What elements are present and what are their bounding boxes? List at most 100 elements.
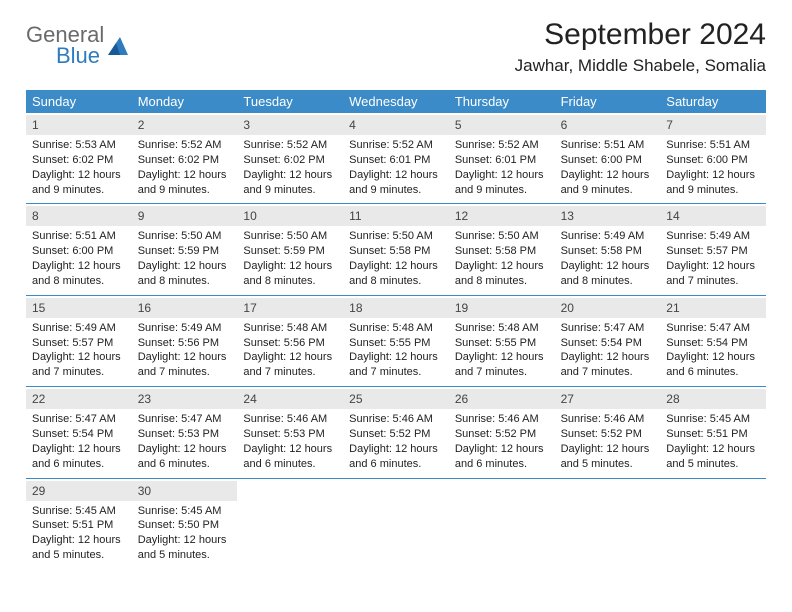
day-sunrise: Sunrise: 5:49 AM bbox=[666, 229, 760, 244]
day-number-bar: 3 bbox=[237, 115, 343, 135]
day-daylight2: and 6 minutes. bbox=[243, 457, 337, 472]
day-daylight2: and 6 minutes. bbox=[349, 457, 443, 472]
day-sunrise: Sunrise: 5:53 AM bbox=[32, 138, 126, 153]
day-cell: 1Sunrise: 5:53 AMSunset: 6:02 PMDaylight… bbox=[26, 113, 132, 203]
day-daylight2: and 8 minutes. bbox=[349, 274, 443, 289]
day-daylight1: Daylight: 12 hours bbox=[32, 259, 126, 274]
day-number-bar: 11 bbox=[343, 206, 449, 226]
day-number: 21 bbox=[666, 301, 679, 315]
day-daylight2: and 5 minutes. bbox=[138, 548, 232, 563]
day-cell: 25 Sunrise: 5:46 AMSunset: 5:52 PMDayligh… bbox=[343, 387, 449, 477]
day-sunrise: Sunrise: 5:48 AM bbox=[243, 321, 337, 336]
day-number: 19 bbox=[455, 301, 468, 315]
day-cell: 23Sunrise: 5:47 AMSunset: 5:53 PMDayligh… bbox=[132, 387, 238, 477]
day-number: 7 bbox=[666, 118, 673, 132]
day-number-bar: 25 bbox=[343, 389, 449, 409]
day-cell: 2Sunrise: 5:52 AMSunset: 6:02 PMDaylight… bbox=[132, 113, 238, 203]
day-daylight2: and 8 minutes. bbox=[243, 274, 337, 289]
day-number-bar: 12 bbox=[449, 206, 555, 226]
day-sunrise: Sunrise: 5:50 AM bbox=[455, 229, 549, 244]
day-number: 11 bbox=[349, 209, 361, 223]
day-daylight1: Daylight: 12 hours bbox=[138, 350, 232, 365]
day-cell: 29 Sunrise: 5:45 AMSunset: 5:51 PMDayligh… bbox=[26, 479, 132, 569]
day-daylight1: Daylight: 12 hours bbox=[666, 442, 760, 457]
day-number: 27 bbox=[561, 392, 574, 406]
day-daylight1: Daylight: 12 hours bbox=[32, 533, 126, 548]
day-sunset: Sunset: 6:01 PM bbox=[349, 153, 443, 168]
day-sunrise: Sunrise: 5:47 AM bbox=[666, 321, 760, 336]
day-number-bar: 20 bbox=[555, 298, 661, 318]
day-daylight2: and 7 minutes. bbox=[243, 365, 337, 380]
day-sunset: Sunset: 6:02 PM bbox=[138, 153, 232, 168]
day-number: 5 bbox=[455, 118, 462, 132]
day-sunset: Sunset: 5:52 PM bbox=[455, 427, 549, 442]
day-cell: 4Sunrise: 5:52 AMSunset: 6:01 PMDaylight… bbox=[343, 113, 449, 203]
day-sunset: Sunset: 5:52 PM bbox=[349, 427, 443, 442]
day-number: 9 bbox=[138, 209, 145, 223]
weekday-header: Thursday bbox=[449, 90, 555, 113]
day-sunrise: Sunrise: 5:45 AM bbox=[32, 504, 126, 519]
day-sunrise: Sunrise: 5:48 AM bbox=[349, 321, 443, 336]
day-sunrise: Sunrise: 5:47 AM bbox=[561, 321, 655, 336]
day-cell-empty bbox=[555, 479, 661, 569]
day-daylight1: Daylight: 12 hours bbox=[243, 168, 337, 183]
day-cell: 28Sunrise: 5:45 AMSunset: 5:51 PMDayligh… bbox=[660, 387, 766, 477]
day-daylight1: Daylight: 12 hours bbox=[561, 442, 655, 457]
day-cell: 14Sunrise: 5:49 AMSunset: 5:57 PMDayligh… bbox=[660, 204, 766, 294]
day-number-bar: 21 bbox=[660, 298, 766, 318]
day-daylight2: and 8 minutes. bbox=[455, 274, 549, 289]
day-cell: 24Sunrise: 5:46 AMSunset: 5:53 PMDayligh… bbox=[237, 387, 343, 477]
day-sunrise: Sunrise: 5:49 AM bbox=[561, 229, 655, 244]
logo: General Blue bbox=[26, 18, 132, 67]
day-sunrise: Sunrise: 5:49 AM bbox=[32, 321, 126, 336]
day-cell: 30Sunrise: 5:45 AMSunset: 5:50 PMDayligh… bbox=[132, 479, 238, 569]
day-sunset: Sunset: 5:51 PM bbox=[32, 518, 126, 533]
day-daylight1: Daylight: 12 hours bbox=[32, 168, 126, 183]
day-daylight1: Daylight: 12 hours bbox=[349, 350, 443, 365]
day-sunset: Sunset: 6:01 PM bbox=[455, 153, 549, 168]
day-daylight2: and 5 minutes. bbox=[561, 457, 655, 472]
day-number: 26 bbox=[455, 392, 468, 406]
day-daylight1: Daylight: 12 hours bbox=[138, 168, 232, 183]
day-daylight1: Daylight: 12 hours bbox=[561, 350, 655, 365]
day-daylight2: and 7 minutes. bbox=[455, 365, 549, 380]
day-daylight2: and 7 minutes. bbox=[349, 365, 443, 380]
day-cell: 16Sunrise: 5:49 AMSunset: 5:56 PMDayligh… bbox=[132, 296, 238, 386]
day-cell: 18Sunrise: 5:48 AMSunset: 5:55 PMDayligh… bbox=[343, 296, 449, 386]
day-cell: 9Sunrise: 5:50 AMSunset: 5:59 PMDaylight… bbox=[132, 204, 238, 294]
day-cell: 27Sunrise: 5:46 AMSunset: 5:52 PMDayligh… bbox=[555, 387, 661, 477]
day-number-bar: 29 bbox=[26, 481, 132, 501]
weekday-header: Monday bbox=[132, 90, 238, 113]
day-number-bar: 16 bbox=[132, 298, 238, 318]
day-sunrise: Sunrise: 5:46 AM bbox=[455, 412, 549, 427]
month-title: September 2024 bbox=[515, 18, 766, 52]
week-row: 8Sunrise: 5:51 AMSunset: 6:00 PMDaylight… bbox=[26, 204, 766, 295]
day-number: 14 bbox=[666, 209, 679, 223]
day-daylight2: and 5 minutes. bbox=[32, 548, 126, 563]
day-daylight1: Daylight: 12 hours bbox=[666, 168, 760, 183]
logo-text-block: General Blue bbox=[26, 24, 104, 67]
day-sunset: Sunset: 6:00 PM bbox=[561, 153, 655, 168]
day-number-bar: 9 bbox=[132, 206, 238, 226]
day-daylight2: and 6 minutes. bbox=[138, 457, 232, 472]
day-number-bar: 22 bbox=[26, 389, 132, 409]
day-number-bar: 4 bbox=[343, 115, 449, 135]
day-number: 15 bbox=[32, 301, 45, 315]
day-daylight1: Daylight: 12 hours bbox=[455, 442, 549, 457]
day-daylight2: and 5 minutes. bbox=[666, 457, 760, 472]
day-number: 18 bbox=[349, 301, 362, 315]
day-daylight1: Daylight: 12 hours bbox=[243, 350, 337, 365]
day-number: 28 bbox=[666, 392, 679, 406]
location: Jawhar, Middle Shabele, Somalia bbox=[515, 56, 766, 76]
week-row: 15Sunrise: 5:49 AMSunset: 5:57 PMDayligh… bbox=[26, 296, 766, 387]
day-daylight1: Daylight: 12 hours bbox=[349, 442, 443, 457]
day-sunrise: Sunrise: 5:47 AM bbox=[32, 412, 126, 427]
day-daylight2: and 8 minutes. bbox=[32, 274, 126, 289]
day-number: 20 bbox=[561, 301, 574, 315]
day-cell: 17Sunrise: 5:48 AMSunset: 5:56 PMDayligh… bbox=[237, 296, 343, 386]
day-sunrise: Sunrise: 5:46 AM bbox=[349, 412, 443, 427]
day-daylight1: Daylight: 12 hours bbox=[32, 350, 126, 365]
day-daylight2: and 9 minutes. bbox=[666, 183, 760, 198]
day-number-bar: 24 bbox=[237, 389, 343, 409]
day-cell-empty bbox=[343, 479, 449, 569]
